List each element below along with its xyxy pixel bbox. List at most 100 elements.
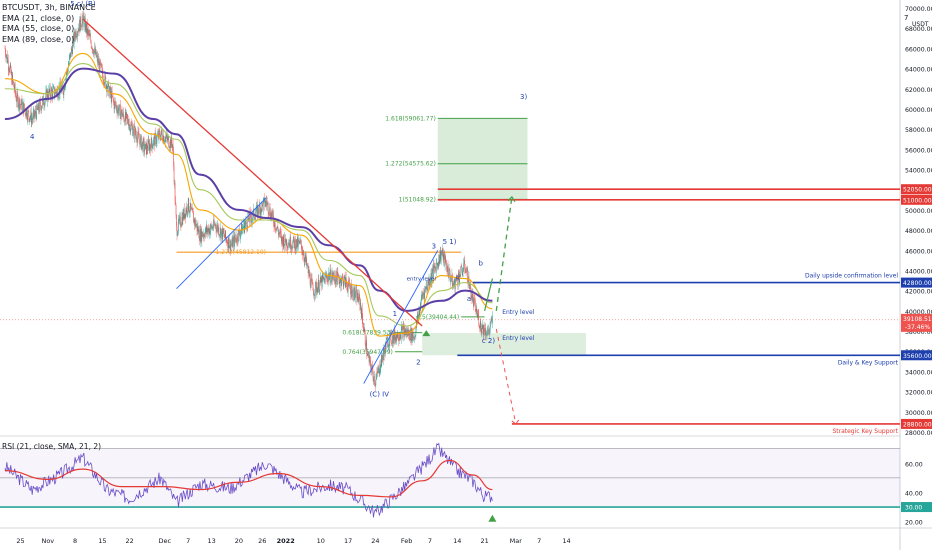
candle bbox=[20, 103, 22, 110]
candle bbox=[31, 112, 32, 128]
candle-body bbox=[404, 330, 406, 335]
candle bbox=[9, 65, 11, 73]
candle bbox=[248, 207, 250, 221]
candle bbox=[35, 105, 36, 119]
candle bbox=[331, 270, 332, 285]
candle bbox=[344, 271, 346, 289]
candle-body bbox=[300, 240, 302, 242]
candle-body bbox=[297, 237, 299, 247]
candle bbox=[464, 268, 466, 274]
candle bbox=[285, 238, 286, 252]
candle-body bbox=[212, 226, 213, 229]
candle-body bbox=[80, 16, 81, 32]
candle bbox=[29, 116, 30, 123]
candle-body bbox=[243, 221, 245, 228]
candle bbox=[34, 110, 35, 120]
candle-body bbox=[274, 221, 276, 229]
candle bbox=[476, 305, 478, 315]
candle-body bbox=[42, 99, 43, 106]
wave-projection-line[interactable] bbox=[363, 250, 439, 384]
candle-body bbox=[339, 280, 341, 285]
candle-body bbox=[398, 339, 399, 340]
candle-body bbox=[419, 307, 421, 316]
candle bbox=[390, 329, 391, 335]
candle bbox=[376, 367, 378, 381]
candle-body bbox=[194, 219, 196, 225]
candle-body bbox=[242, 227, 244, 229]
candle-body bbox=[128, 125, 130, 129]
candle-body bbox=[284, 234, 285, 245]
candle bbox=[134, 125, 136, 143]
candle-body bbox=[328, 273, 330, 280]
candle bbox=[330, 279, 332, 286]
candle bbox=[240, 229, 241, 244]
candle-body bbox=[96, 56, 97, 57]
candle-body bbox=[22, 104, 23, 111]
candle bbox=[164, 139, 165, 143]
candle bbox=[366, 350, 368, 357]
time-axis[interactable]: 25 Nov 8 15 22 Dec 7 13 20 26 2022 10 17 24 Feb 7 14 21 Ma… bbox=[16, 537, 570, 545]
candle-body bbox=[341, 277, 343, 283]
candle-body bbox=[287, 244, 289, 249]
candle-body bbox=[64, 86, 66, 90]
candle-body bbox=[225, 230, 226, 238]
candle bbox=[247, 212, 248, 232]
candle-body bbox=[130, 129, 131, 132]
candle-body bbox=[257, 206, 259, 217]
price-tick-label: 40000.00 bbox=[905, 309, 932, 316]
candle bbox=[32, 116, 33, 124]
candle-body bbox=[237, 234, 238, 241]
candle-body bbox=[59, 82, 61, 95]
price-tick-label: 46000.00 bbox=[905, 248, 932, 255]
candle bbox=[360, 298, 362, 314]
candle-body bbox=[321, 278, 323, 288]
candle bbox=[490, 320, 491, 333]
candle bbox=[49, 82, 50, 95]
candle bbox=[175, 202, 177, 219]
candle bbox=[144, 137, 145, 158]
downtrend-line[interactable] bbox=[82, 18, 423, 327]
price-tick-label: 68000.00 bbox=[905, 26, 932, 33]
candle bbox=[233, 231, 234, 243]
candle bbox=[93, 49, 94, 58]
candle-body bbox=[284, 234, 286, 242]
candle bbox=[212, 224, 214, 231]
candle bbox=[105, 76, 107, 89]
candle-body bbox=[331, 272, 333, 277]
candle bbox=[353, 297, 355, 301]
time-tick-label: Nov bbox=[41, 537, 54, 545]
candle bbox=[111, 85, 113, 98]
candle bbox=[192, 211, 194, 214]
time-tick-label: 25 bbox=[16, 537, 24, 545]
candle-body bbox=[290, 236, 291, 249]
candle-body bbox=[204, 233, 205, 237]
candle-body bbox=[411, 328, 412, 341]
candle bbox=[166, 131, 168, 143]
candle-body bbox=[126, 112, 128, 115]
candle-body bbox=[161, 129, 163, 134]
candle-body bbox=[374, 375, 375, 384]
candle bbox=[176, 221, 178, 241]
candle bbox=[74, 31, 76, 42]
candle-body bbox=[198, 228, 200, 239]
candle-body bbox=[150, 146, 151, 152]
candle-body bbox=[445, 256, 446, 263]
candle bbox=[141, 143, 143, 152]
candle-body bbox=[140, 135, 142, 138]
candle-body bbox=[405, 328, 407, 335]
candle-body bbox=[271, 212, 272, 218]
candle-body bbox=[73, 35, 74, 45]
candle-body bbox=[183, 208, 185, 219]
candle bbox=[348, 276, 350, 286]
candle bbox=[200, 224, 201, 244]
candle-body bbox=[148, 140, 149, 143]
candle bbox=[218, 223, 220, 238]
candle-body bbox=[307, 265, 308, 266]
candle bbox=[46, 88, 48, 103]
candle-body bbox=[369, 356, 370, 363]
wave-projection-line[interactable] bbox=[176, 197, 267, 289]
candle-body bbox=[32, 119, 33, 120]
chart-header: BTCUSDT, 3h, BINANCE EMA (21, close, 0) … bbox=[2, 3, 96, 45]
candle-body bbox=[147, 149, 148, 151]
